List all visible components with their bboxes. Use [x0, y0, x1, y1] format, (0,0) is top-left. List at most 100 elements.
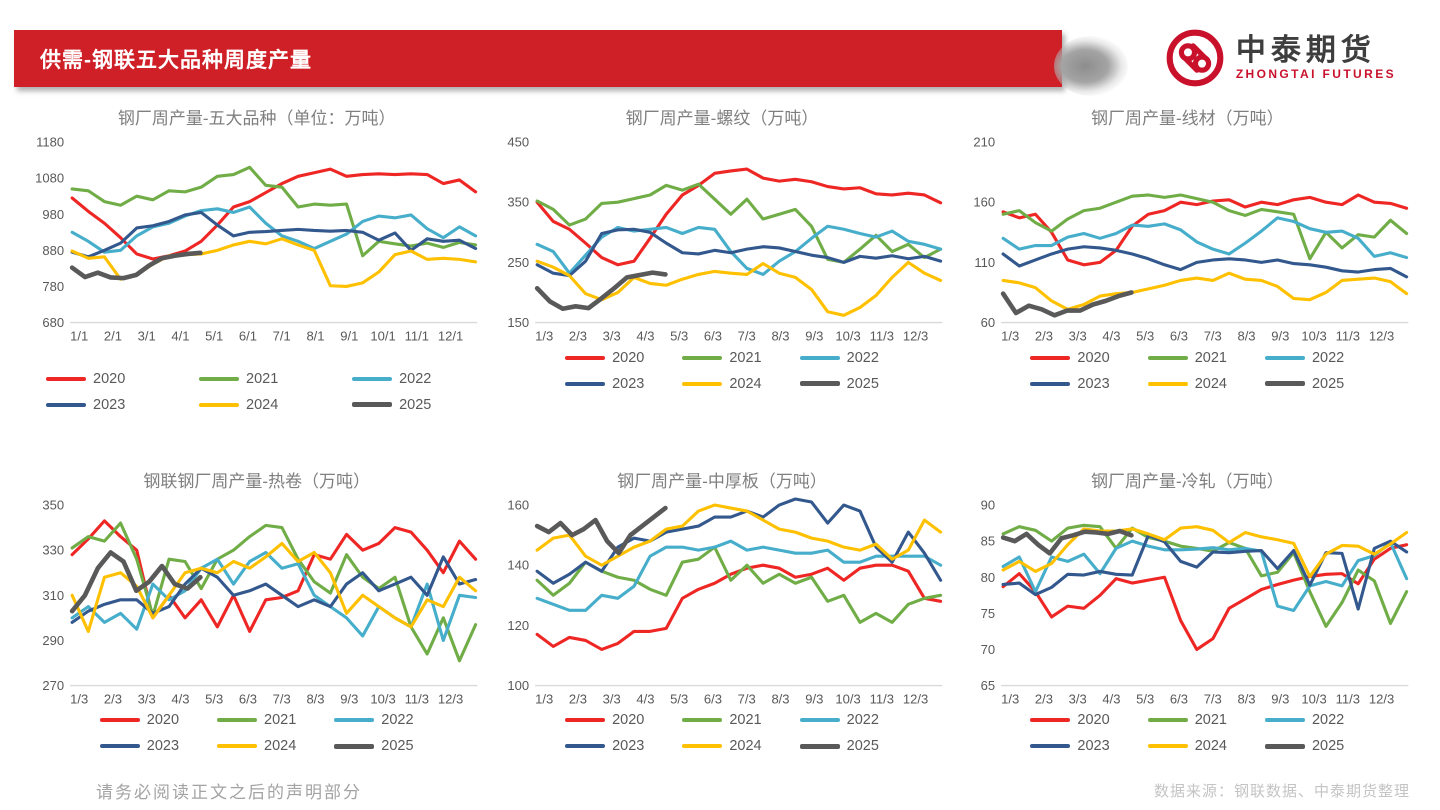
series-line-2020 [535, 563, 943, 651]
legend-year-label: 2024 [246, 396, 279, 413]
x-tick-label: 6/3 [1170, 691, 1188, 706]
legend-year-label: 2024 [264, 738, 297, 755]
legend-item-2020: 2020 [46, 371, 125, 387]
company-logo: 中泰期货 ZHONGTAI FUTURES [1165, 28, 1396, 88]
series-line-2025 [1000, 528, 1134, 556]
legend-swatch [565, 718, 606, 723]
logo-name-cn: 中泰期货 [1235, 33, 1376, 67]
legend-item-2021: 2021 [1147, 712, 1227, 728]
legend-year-label: 2022 [846, 712, 879, 729]
legend-year-label: 2020 [612, 349, 645, 366]
legend-year-label: 2024 [729, 738, 762, 755]
chart-medium-plate: 钢厂周产量-中厚板（万吨） 100 120 140 160 1/3 2/3 3/3 4/3 5/3… [495, 469, 948, 765]
x-tick-label: 11/3 [870, 691, 894, 706]
x-tick-label: 9/3 [1271, 691, 1289, 706]
series-line-2021 [70, 521, 478, 663]
series-line-2023 [1001, 245, 1408, 279]
legend-year-label: 2020 [612, 712, 645, 729]
x-tick-label: 11/1 [405, 329, 429, 344]
legend-year-label: 2021 [729, 712, 762, 729]
legend-year-label: 2024 [729, 375, 762, 392]
x-tick-label: 7/3 [273, 691, 291, 706]
y-tick-label: 780 [42, 279, 64, 294]
disclaimer-note: 请务必阅读正文之后的声明部分 [96, 783, 362, 802]
legend-swatch [1264, 718, 1305, 723]
chart-legend: 2020 2021 2022 2023 2024 2025 [495, 712, 948, 754]
legend-year-label: 2023 [146, 738, 180, 755]
x-tick-label: 9/3 [340, 691, 358, 706]
legend-swatch [334, 743, 375, 749]
x-tick-label: 8/3 [772, 329, 790, 344]
legend-row: 2023 2024 2025 [495, 376, 948, 392]
legend-item-2023: 2023 [565, 738, 644, 754]
page-title: 供需-钢联五大品种周度产量 [40, 48, 312, 72]
legend-item-2025: 2025 [352, 397, 431, 413]
chart-legend: 2020 2021 2022 2023 2024 2025 [961, 350, 1414, 392]
legend-year-label: 2025 [846, 375, 879, 392]
series-line-2021 [1001, 193, 1408, 261]
x-tick-label: 4/3 [637, 329, 655, 344]
chart-legend: 2020 2021 2022 2023 2024 2025 [495, 350, 948, 392]
legend-year-label: 2020 [146, 712, 180, 729]
legend-item-2024: 2024 [682, 738, 762, 755]
chart-legend: 2020 2021 2022 2023 2024 2025 [961, 712, 1414, 754]
series-line-2022 [1001, 216, 1408, 260]
legend-row: 2023 2024 2025 [961, 376, 1414, 392]
legend-swatch [199, 376, 240, 381]
legend-item-2021: 2021 [217, 712, 296, 728]
legend-row: 2020 2021 2022 [30, 712, 483, 728]
legend-row: 2020 2021 2022 [495, 712, 948, 728]
series-line-2023 [1001, 533, 1408, 611]
y-tick-label: 150 [508, 315, 530, 330]
legend-item-2022: 2022 [1264, 349, 1345, 366]
legend-item-2025: 2025 [334, 738, 414, 754]
x-tick-label: 10/3 [836, 329, 861, 344]
x-tick-label: 5/3 [1136, 329, 1154, 344]
chart-five-products: 钢厂周产量-五大品种（单位：万吨） 680 780 880 980 1080 1180 1/1… [30, 106, 483, 423]
series-line-2024 [1001, 524, 1408, 578]
chart-title: 钢厂周产量-螺纹（万吨） [625, 109, 819, 128]
legend-row: 2023 2024 2025 [495, 738, 948, 754]
x-tick-label: 12/3 [1369, 329, 1394, 344]
x-tick-label: 9/3 [1271, 329, 1289, 344]
logo-text: 中泰期货 ZHONGTAI FUTURES [1235, 33, 1396, 82]
legend-row: 2020 2021 2022 [30, 371, 483, 387]
legend-swatch [799, 355, 840, 360]
chart-rebar: 钢厂周产量-螺纹（万吨） 150 250 350 450 1/3 2/3 3/3 4/3 5/3 6… [495, 106, 948, 423]
legend-year-label: 2024 [1194, 375, 1227, 392]
chart-title: 钢厂周产量-冷轧（万吨） [1090, 471, 1284, 491]
x-tick-label: 3/1 [138, 329, 156, 344]
x-tick-label: 1/3 [535, 691, 553, 706]
x-tick-label: 3/3 [603, 691, 621, 706]
x-tick-label: 4/3 [1102, 691, 1120, 706]
x-tick-label: 1/3 [1001, 691, 1019, 706]
chart-plot-area: 270 290 310 330 350 1/3 2/3 3/3 4/3 5/3 6/3 7/3 8/3 9… [42, 497, 478, 706]
x-tick-label: 8/3 [306, 691, 324, 706]
legend-swatch [1030, 355, 1071, 360]
legend-item-2021: 2021 [682, 350, 762, 366]
x-tick-label: 5/3 [670, 329, 688, 344]
legend-year-label: 2023 [612, 375, 645, 392]
series-line-2025 [535, 270, 669, 312]
legend-year-label: 2025 [1311, 375, 1345, 392]
legend-swatch [682, 355, 723, 360]
legend-row: 2020 2021 2022 [961, 712, 1414, 728]
legend-row: 2020 2021 2022 [961, 350, 1414, 366]
y-tick-label: 65 [980, 678, 994, 693]
series-line-2021 [535, 545, 943, 624]
legend-item-2020: 2020 [565, 712, 644, 728]
legend-year-label: 2021 [246, 370, 279, 387]
legend-item-2021: 2021 [199, 371, 278, 387]
y-tick-label: 330 [42, 542, 64, 557]
series-line-2022 [535, 224, 943, 276]
series-line-2023 [535, 227, 943, 278]
legend-item-2022: 2022 [1264, 712, 1344, 728]
y-tick-label: 160 [508, 497, 530, 512]
charts-grid: 钢厂周产量-五大品种（单位：万吨） 680 780 880 980 1080 1180 1/1… [30, 106, 1414, 764]
x-tick-label: 2/3 [569, 329, 587, 344]
legend-year-label: 2022 [1311, 349, 1345, 366]
legend-year-label: 2021 [1194, 349, 1227, 366]
legend-item-2023: 2023 [99, 738, 180, 755]
logo-name-en: ZHONGTAI FUTURES [1235, 67, 1396, 82]
legend-item-2025: 2025 [799, 738, 879, 754]
